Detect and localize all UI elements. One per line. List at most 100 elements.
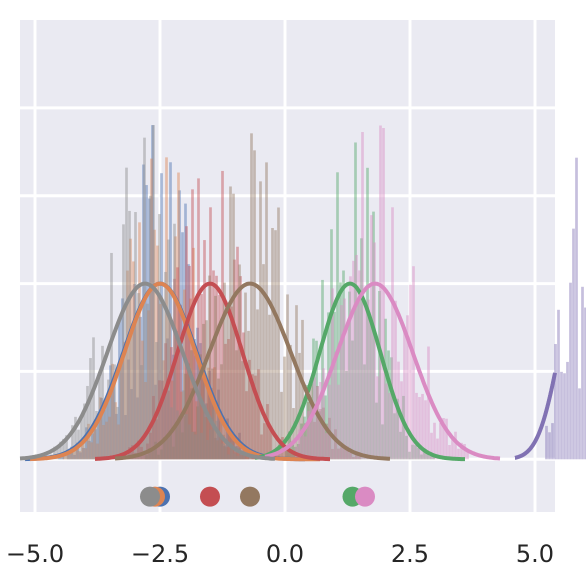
histogram-bar (147, 310, 150, 460)
histogram-bar (142, 164, 145, 460)
histogram-bar (369, 317, 372, 460)
histogram-bar (123, 341, 126, 460)
histogram-bar (246, 455, 249, 460)
histogram-bar (375, 402, 378, 460)
histogram-bar (78, 451, 81, 460)
histogram-bar (226, 418, 229, 460)
histogram-bar (155, 419, 158, 460)
histogram-bar (75, 444, 78, 460)
histogram-bar (224, 343, 227, 460)
histogram-bar (71, 425, 74, 460)
histogram-bar (185, 226, 188, 460)
histogram-bar (327, 312, 330, 460)
histogram-bar (241, 452, 244, 460)
histogram-bar (83, 403, 86, 460)
mean-marker (240, 486, 260, 507)
histogram-bar (113, 364, 116, 460)
histogram-bar (137, 440, 140, 460)
histogram-bar (176, 410, 179, 460)
histogram-bar (260, 434, 263, 460)
histogram-bar (557, 309, 560, 460)
histogram-bar (160, 173, 163, 460)
histogram-bar (346, 446, 349, 460)
histogram-bar (466, 450, 469, 460)
histogram-bar (239, 454, 242, 460)
histogram-bar (406, 315, 409, 460)
histogram-bar (235, 350, 238, 460)
histogram-bar (376, 376, 379, 460)
histogram-bar (312, 338, 315, 460)
histogram-bar (330, 229, 333, 460)
histogram-bar (287, 450, 290, 460)
histogram-bar (414, 445, 417, 460)
histogram-bar (223, 446, 226, 460)
histogram-bar (63, 456, 66, 460)
histogram-bar (124, 415, 127, 460)
histogram-bar (151, 449, 154, 460)
histogram-bar (202, 375, 205, 460)
histogram-bar (451, 439, 454, 460)
histogram-bar (399, 431, 402, 460)
x-axis-ticks: −5.0 −2.5 0.0 2.5 5.0 (6, 540, 554, 568)
histogram-bar (420, 454, 423, 460)
histogram-bar (203, 240, 206, 460)
histogram-bar (95, 410, 98, 460)
histogram-bar (373, 242, 376, 460)
histogram-bar (251, 374, 254, 460)
histogram-bar (62, 438, 65, 460)
histogram-bar (106, 394, 109, 460)
histogram-bar (137, 293, 140, 460)
histogram-bar (402, 395, 405, 460)
histogram-bar (360, 238, 363, 460)
histogram-bar (566, 361, 569, 460)
histogram-bar (274, 230, 277, 460)
kde-curves (19, 281, 557, 462)
histogram-bar (180, 391, 183, 460)
histogram-bar (174, 236, 177, 460)
histogram-bar (139, 316, 142, 460)
histogram-bar (58, 456, 61, 460)
histogram-bar (181, 432, 184, 460)
histogram-bar (418, 397, 421, 460)
histogram-bar (319, 409, 322, 460)
histogram-bar (182, 416, 185, 460)
histogram-bar (216, 440, 219, 460)
histogram-bar (224, 444, 227, 460)
histogram-bar (313, 377, 316, 460)
histogram-bar (244, 292, 247, 460)
histogram-bar (158, 380, 161, 460)
histogram-bar (325, 423, 328, 460)
histogram-bar (236, 455, 239, 460)
histogram-bar (146, 303, 149, 460)
histogram-bar (133, 284, 136, 460)
histogram-bar (132, 261, 135, 460)
histogram-bar (445, 418, 448, 460)
histogram-bar (61, 455, 64, 460)
histogram-bar (290, 453, 293, 460)
histogram-bar (197, 178, 200, 460)
histogram-bar (331, 448, 334, 460)
histogram-bar (184, 373, 187, 460)
histogram-bar (256, 309, 259, 460)
histogram-bar (178, 190, 181, 460)
histogram-bar (316, 385, 319, 460)
histogram-bar (298, 352, 301, 460)
histogram-bar (560, 371, 563, 460)
histogram-bar (448, 445, 451, 460)
histogram-bar (114, 402, 117, 460)
histogram-bar (92, 337, 95, 460)
histogram-bar (215, 420, 218, 460)
histogram-bar (421, 393, 424, 460)
histogram-bar (340, 447, 343, 460)
histogram-bar (125, 167, 128, 460)
histogram-bar (321, 279, 324, 460)
histogram-bar (144, 382, 147, 460)
histogram-bar (86, 385, 89, 460)
histogram-bar (343, 446, 346, 460)
histogram-bar (217, 389, 220, 460)
histogram-bar (173, 278, 176, 460)
histogram-bar (218, 294, 221, 460)
histogram-bar (259, 181, 262, 460)
histogram-bar (65, 435, 68, 460)
histogram-bar (155, 342, 158, 460)
